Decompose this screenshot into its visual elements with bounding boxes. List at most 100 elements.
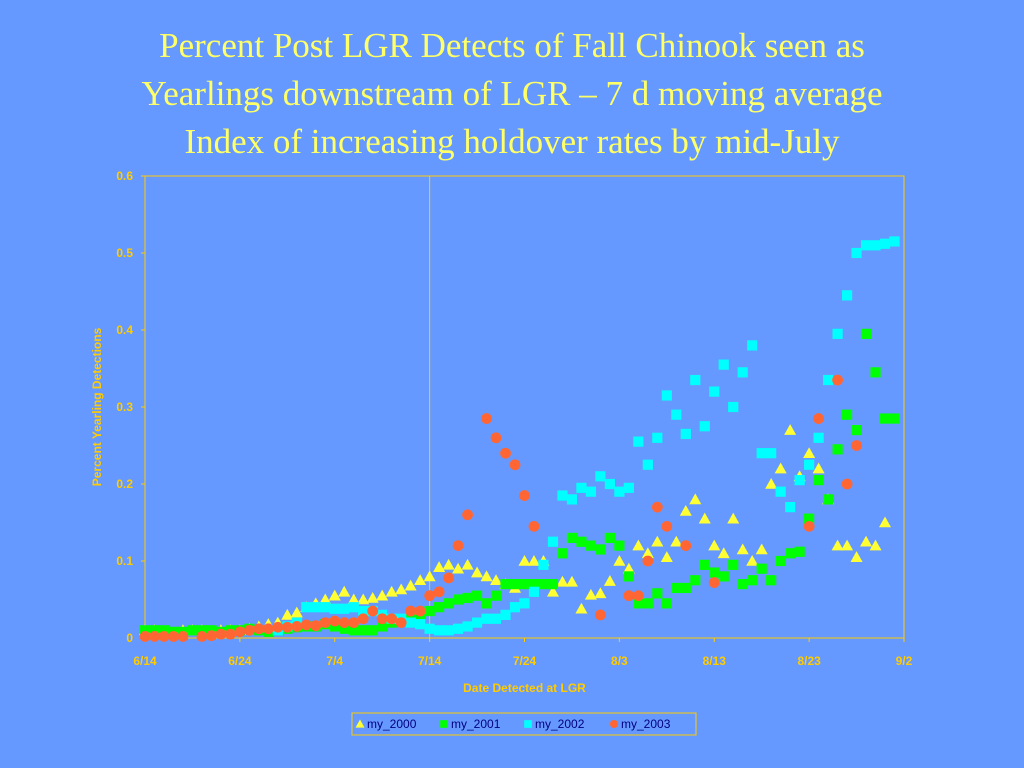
data-point-my-2001: [509, 579, 521, 590]
data-point-my-2001: [367, 625, 378, 636]
data-point-my-2001: [623, 571, 634, 582]
data-point-my-2001: [547, 579, 559, 590]
data-point-my-2001: [462, 592, 473, 604]
data-point-my-2002: [775, 486, 786, 497]
data-point-my-2003: [851, 440, 862, 451]
data-point-my-2001: [652, 588, 663, 599]
data-point-my-2000: [869, 539, 882, 551]
data-point-my-2000: [281, 608, 294, 620]
y-axis: 0 0.1 0.2 0.3 0.4 0.5 0.6: [116, 169, 145, 645]
data-point-my-2001: [377, 621, 388, 632]
data-point-my-2002: [889, 236, 900, 247]
data-point-my-2000: [433, 561, 446, 572]
data-point-my-2000: [803, 447, 816, 458]
data-point-my-2001: [832, 444, 843, 455]
data-point-my-2002: [339, 603, 350, 614]
series-my-2003: [139, 374, 862, 642]
data-point-my-2002: [310, 602, 321, 613]
data-point-my-2002: [528, 586, 540, 597]
data-point-my-2003: [405, 605, 417, 617]
data-point-my-2002: [557, 490, 568, 501]
x-tick-label: 7/14: [418, 654, 442, 668]
data-point-my-2000: [841, 539, 854, 551]
data-point-my-2000: [357, 593, 370, 605]
data-point-my-2002: [595, 471, 606, 482]
data-point-my-2001: [614, 540, 625, 551]
data-point-my-2002: [851, 247, 862, 259]
data-point-my-2003: [281, 621, 293, 633]
data-point-my-2002: [661, 390, 672, 401]
x-tick-label: 7/24: [513, 654, 537, 668]
data-point-my-2002: [832, 328, 843, 339]
data-point-my-2003: [595, 609, 606, 621]
data-point-my-2002: [547, 536, 559, 547]
data-point-my-2002: [434, 625, 445, 636]
data-point-my-2001: [699, 559, 710, 570]
data-point-my-2003: [310, 620, 322, 632]
data-point-my-2001: [671, 582, 682, 594]
data-point-my-2002: [879, 238, 891, 249]
legend-label-my-2001: my_2001: [451, 717, 501, 731]
data-point-my-2001: [566, 532, 578, 543]
data-point-my-2000: [698, 512, 711, 524]
data-point-my-2000: [452, 562, 465, 574]
data-point-my-2002: [766, 448, 777, 459]
data-point-my-2000: [461, 558, 474, 570]
data-point-my-2003: [215, 628, 227, 640]
data-point-my-2001: [187, 625, 198, 636]
data-point-my-2002: [680, 428, 691, 440]
data-point-my-2002: [860, 240, 872, 251]
data-point-my-2002: [699, 421, 710, 432]
data-point-my-2002: [424, 623, 435, 634]
data-point-my-2000: [765, 478, 778, 489]
data-point-my-2000: [366, 591, 379, 603]
data-point-my-2002: [785, 502, 796, 513]
data-point-my-2003: [841, 478, 853, 490]
data-point-my-2003: [177, 631, 189, 642]
data-point-my-2002: [690, 374, 701, 386]
data-point-my-2002: [500, 609, 511, 620]
data-point-my-2000: [727, 512, 740, 524]
data-point-my-2002: [329, 603, 340, 614]
data-point-my-2003: [139, 631, 151, 642]
data-point-my-2001: [595, 544, 606, 555]
data-point-my-2001: [339, 623, 350, 634]
data-point-my-2002: [301, 602, 312, 613]
data-point-my-2003: [462, 509, 473, 521]
data-point-my-2001: [158, 625, 170, 636]
data-point-my-2001: [471, 590, 483, 601]
data-point-my-2003: [158, 631, 170, 642]
legend-label-my-2000: my_2000: [367, 717, 417, 731]
data-point-my-2000: [490, 574, 503, 586]
data-point-my-2002: [718, 359, 729, 370]
data-point-my-2003: [243, 624, 255, 636]
data-point-my-2003: [414, 605, 426, 617]
data-point-my-2001: [576, 536, 587, 547]
data-point-my-2002: [737, 367, 748, 378]
data-point-my-2000: [679, 504, 692, 516]
data-point-my-2001: [481, 598, 492, 609]
data-point-my-2003: [395, 617, 407, 628]
data-point-my-2001: [823, 494, 834, 505]
data-point-my-2000: [850, 551, 863, 562]
data-point-my-2001: [785, 548, 796, 559]
data-point-my-2002: [823, 374, 834, 386]
data-point-my-2001: [841, 409, 853, 420]
data-point-my-2003: [367, 605, 379, 617]
x-tick-label: 9/2: [896, 654, 913, 668]
data-point-my-2001: [709, 567, 720, 578]
data-point-my-2003: [632, 590, 644, 602]
chart-title: Percent Post LGR Detects of Fall Chinook…: [0, 22, 1024, 166]
data-point-my-2001: [775, 555, 786, 567]
data-point-my-2000: [708, 539, 721, 551]
data-point-my-2002: [519, 598, 530, 609]
data-point-my-2001: [424, 605, 435, 617]
data-point-my-2003: [481, 413, 492, 424]
data-point-my-2000: [641, 547, 654, 559]
data-point-my-2001: [813, 475, 824, 486]
data-point-my-2000: [755, 543, 768, 555]
data-point-my-2002: [576, 482, 587, 493]
data-point-my-2001: [851, 425, 862, 436]
data-series: [139, 236, 900, 642]
